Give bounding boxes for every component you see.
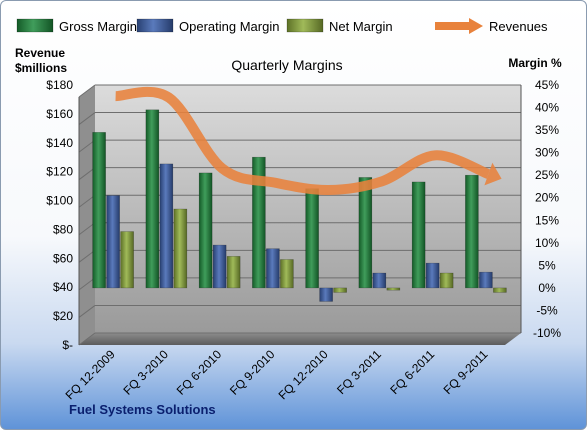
right-tick-label: 20% <box>535 191 559 205</box>
left-tick-label: $20 <box>53 309 73 323</box>
bar-operating-margin <box>106 195 120 289</box>
right-tick-label: 15% <box>535 213 559 227</box>
category-label: FQ 12-2009 <box>63 347 118 402</box>
gridline-side <box>78 277 96 291</box>
bar-gross-margin <box>465 174 479 289</box>
gridline-side <box>78 139 96 153</box>
left-axis-title: Revenue <box>15 46 65 60</box>
right-axis-title: Margin % <box>508 56 562 70</box>
left-tick-label: $60 <box>53 251 73 265</box>
bar-gross-margin <box>358 177 373 289</box>
right-tick-label: 10% <box>535 236 559 250</box>
right-tick-label: 45% <box>535 78 559 92</box>
legend-label: Revenues <box>489 19 548 34</box>
bar-net-margin <box>226 256 241 289</box>
left-axis-title: $millions <box>15 61 67 75</box>
category-label: FQ 9-2011 <box>441 347 491 397</box>
bar-net-margin <box>120 231 134 289</box>
bar-gross-margin <box>252 156 266 289</box>
legend-swatch <box>16 18 54 33</box>
bar-operating-margin <box>266 248 280 289</box>
left-tick-label: $40 <box>53 280 73 294</box>
bar-net-margin <box>173 208 188 289</box>
bar-gross-margin <box>305 188 319 289</box>
bar-gross-margin <box>198 172 213 289</box>
side-wall <box>79 85 95 345</box>
company-footer: Fuel Systems Solutions <box>69 402 216 417</box>
gridline-side <box>78 222 96 236</box>
left-tick-label: $160 <box>46 107 73 121</box>
bar-operating-margin <box>479 271 493 289</box>
gridline-side <box>78 84 96 98</box>
legend-swatch <box>286 18 324 33</box>
gridline-side <box>78 194 96 208</box>
left-tick-label: $140 <box>46 136 73 150</box>
right-tick-label: 35% <box>535 123 559 137</box>
left-tick-label: $120 <box>46 165 73 179</box>
gridline-side <box>78 112 96 125</box>
bar-operating-margin <box>319 287 333 302</box>
bar-operating-margin <box>425 262 440 289</box>
right-tick-label: -5% <box>536 303 558 317</box>
bar-gross-margin <box>411 181 426 289</box>
gridline-side <box>78 249 96 263</box>
legend-label: Net Margin <box>329 19 393 34</box>
right-tick-label: 5% <box>538 258 556 272</box>
legend-label: Operating Margin <box>179 19 279 34</box>
category-label: FQ 3-2011 <box>334 347 384 397</box>
bar-net-margin <box>439 272 454 289</box>
right-tick-label: 25% <box>535 168 559 182</box>
gridline-side <box>78 332 96 346</box>
bar-net-margin <box>280 259 294 289</box>
category-label: FQ 6-2010 <box>174 347 225 398</box>
left-tick-label: $- <box>62 338 73 352</box>
category-label: FQ 9-2010 <box>227 347 278 398</box>
gridline-side <box>78 305 96 318</box>
bar-operating-margin <box>212 244 227 289</box>
gridline-side <box>78 167 96 181</box>
bar-net-margin <box>493 287 507 293</box>
bar-gross-margin <box>145 109 160 289</box>
chart-title: Quarterly Margins <box>231 57 342 73</box>
bar-operating-margin <box>372 272 387 289</box>
revenues-line <box>115 86 491 196</box>
left-tick-label: $180 <box>46 78 73 92</box>
right-tick-label: 30% <box>535 146 559 160</box>
right-tick-label: -10% <box>533 326 561 340</box>
bar-net-margin <box>333 287 347 293</box>
bar-gross-margin <box>92 132 106 289</box>
left-tick-label: $100 <box>46 194 73 208</box>
revenues-arrowhead <box>484 162 502 186</box>
category-label: FQ 12-2010 <box>276 347 331 402</box>
left-tick-label: $80 <box>53 222 73 236</box>
right-tick-label: 0% <box>538 281 556 295</box>
legend-swatch-revenues-arrow <box>469 18 483 34</box>
bar-net-margin <box>386 287 401 291</box>
right-tick-label: 40% <box>535 101 559 115</box>
legend-swatch <box>136 18 174 33</box>
legend-label: Gross Margin <box>59 19 137 34</box>
floor <box>79 333 521 345</box>
category-label: FQ 6-2011 <box>387 347 437 397</box>
category-label: FQ 3-2010 <box>121 347 172 398</box>
bar-operating-margin <box>159 163 174 289</box>
